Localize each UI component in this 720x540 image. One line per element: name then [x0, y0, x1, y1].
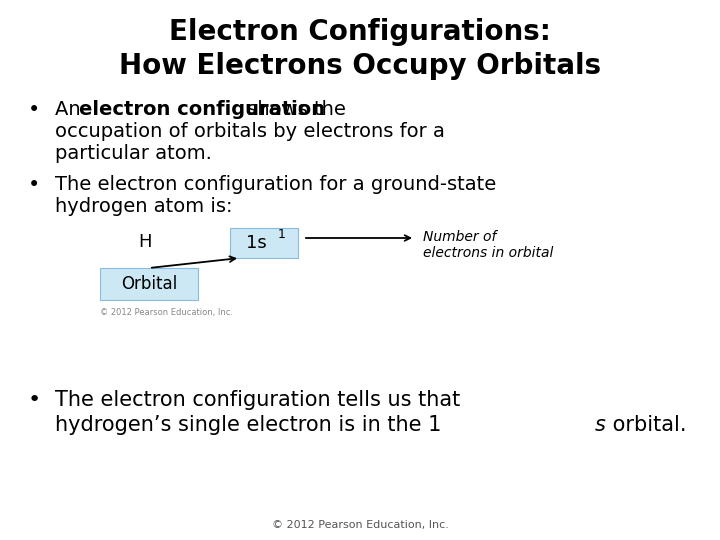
Text: 1: 1 — [278, 227, 286, 240]
Text: orbital.: orbital. — [606, 415, 686, 435]
Text: © 2012 Pearson Education, Inc.: © 2012 Pearson Education, Inc. — [100, 308, 233, 317]
Text: hydrogen atom is:: hydrogen atom is: — [55, 197, 233, 216]
Text: shows the: shows the — [241, 100, 346, 119]
Text: s: s — [595, 415, 606, 435]
Text: Orbital: Orbital — [121, 275, 177, 293]
Text: •: • — [28, 175, 40, 195]
Text: particular atom.: particular atom. — [55, 144, 212, 163]
Text: Electron Configurations:: Electron Configurations: — [169, 18, 551, 46]
Text: Number of: Number of — [423, 230, 496, 244]
Text: •: • — [28, 100, 40, 120]
Text: An: An — [55, 100, 87, 119]
Text: 1s: 1s — [246, 234, 266, 252]
Text: occupation of orbitals by electrons for a: occupation of orbitals by electrons for … — [55, 122, 445, 141]
Text: •: • — [28, 390, 41, 410]
Text: How Electrons Occupy Orbitals: How Electrons Occupy Orbitals — [119, 52, 601, 80]
Bar — [100, 268, 198, 300]
Text: The electron configuration for a ground-state: The electron configuration for a ground-… — [55, 175, 496, 194]
Bar — [230, 228, 298, 258]
Text: © 2012 Pearson Education, Inc.: © 2012 Pearson Education, Inc. — [271, 520, 449, 530]
Text: hydrogen’s single electron is in the 1: hydrogen’s single electron is in the 1 — [55, 415, 441, 435]
Text: The electron configuration tells us that: The electron configuration tells us that — [55, 390, 460, 410]
Text: electron configuration: electron configuration — [79, 100, 325, 119]
Text: H: H — [138, 233, 152, 251]
Text: electrons in orbital: electrons in orbital — [423, 246, 554, 260]
